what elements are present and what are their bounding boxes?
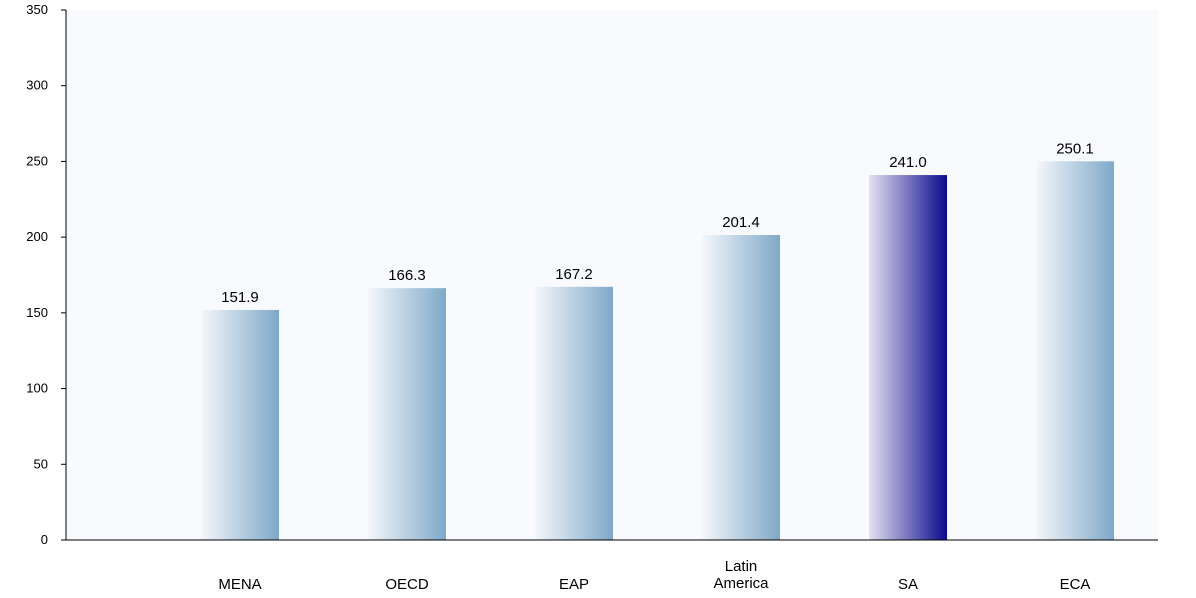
y-tick-label: 350 xyxy=(26,2,48,17)
y-tick-label: 150 xyxy=(26,305,48,320)
bar-mena xyxy=(201,309,279,540)
x-tick-label: OECD xyxy=(385,576,429,593)
x-tick-label: SA xyxy=(898,576,918,593)
data-label: 166.3 xyxy=(388,267,426,284)
bar-oecd xyxy=(368,288,446,540)
x-tick-label-line: America xyxy=(713,575,769,592)
y-tick-label: 0 xyxy=(41,532,48,547)
x-tick-label: MENA xyxy=(218,576,261,593)
y-tick-label: 200 xyxy=(26,229,48,244)
data-label: 167.2 xyxy=(555,266,593,283)
bar-sa xyxy=(869,175,947,541)
y-tick-label: 100 xyxy=(26,381,48,396)
y-tick-label: 300 xyxy=(26,78,48,93)
x-tick-label: ECA xyxy=(1060,576,1091,593)
data-label: 151.9 xyxy=(221,289,259,306)
data-label: 241.0 xyxy=(889,154,927,171)
y-tick-label: 250 xyxy=(26,153,48,168)
bar-eca xyxy=(1036,161,1114,540)
y-tick-label: 50 xyxy=(34,456,48,471)
x-tick-label: Latin America xyxy=(713,558,769,592)
data-label: 250.1 xyxy=(1056,140,1094,157)
bar-latin-america xyxy=(702,235,780,540)
bar-eap xyxy=(535,286,613,540)
x-tick-label: EAP xyxy=(559,576,589,593)
x-tick-label-line: Latin xyxy=(725,558,758,575)
data-label: 201.4 xyxy=(722,214,760,231)
